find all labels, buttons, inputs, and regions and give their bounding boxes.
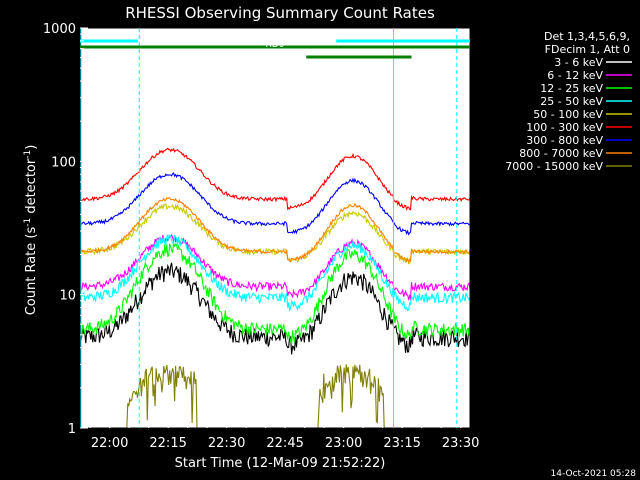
legend-header-0: Det 1,3,4,5,6,9, — [544, 30, 630, 43]
legend: Det 1,3,4,5,6,9,FDecim 1, Att 03 - 6 keV… — [505, 30, 632, 173]
series-line-7 — [79, 197, 471, 264]
flag-label-1: RD0 — [266, 40, 285, 50]
series-line-5 — [79, 147, 471, 212]
y-tick-label-2: 100 — [51, 155, 76, 170]
flag-label-0: N — [143, 38, 150, 48]
legend-label-1: 6 - 12 keV — [547, 69, 603, 82]
series-line-2 — [79, 242, 471, 344]
legend-label-8: 7000 - 15000 keV — [505, 160, 603, 173]
legend-label-5: 100 - 300 keV — [526, 121, 603, 134]
x-axis-label: Start Time (12-Mar-09 21:52:22) — [175, 456, 386, 471]
series-line-1 — [79, 233, 471, 302]
y-tick-label-3: 1000 — [43, 22, 76, 37]
x-tick-label-5: 23:15 — [383, 436, 420, 451]
plot-background — [80, 28, 470, 428]
legend-label-6: 300 - 800 keV — [526, 134, 603, 147]
x-tick-label-2: 22:30 — [208, 436, 245, 451]
plot-frame — [79, 27, 471, 429]
y-axis-label: Count Rate (s-1 detector-1) — [23, 145, 39, 316]
x-tick-label-6: 23:30 — [442, 436, 479, 451]
series-line-3 — [79, 233, 471, 312]
x-tick-label-0: 22:00 — [91, 436, 128, 451]
legend-label-7: 800 - 7000 keV — [519, 147, 603, 160]
series-line-6 — [79, 172, 471, 236]
y-tick-label-0: 1 — [68, 422, 76, 437]
x-tick-label-3: 22:45 — [266, 436, 303, 451]
flag-label-2: RD4 — [283, 54, 302, 64]
x-tick-label-4: 23:00 — [325, 436, 362, 451]
legend-label-2: 12 - 25 keV — [540, 82, 603, 95]
legend-header-1: FDecim 1, Att 0 — [545, 43, 630, 56]
legend-label-4: 50 - 100 keV — [533, 108, 603, 121]
plot-area: N RD0 RD4 1 10 100 1000 22:00 22:15 22:30 22:45 23:… — [43, 22, 479, 451]
series-line-0 — [79, 262, 471, 355]
y-tick-label-1: 10 — [59, 289, 76, 304]
chart-title: RHESSI Observing Summary Count Rates — [125, 4, 435, 22]
legend-label-0: 3 - 6 keV — [554, 56, 603, 69]
footer-date: 14-Oct-2021 05:28 — [551, 469, 637, 479]
x-tick-label-1: 22:15 — [149, 436, 186, 451]
legend-label-3: 25 - 50 keV — [540, 95, 603, 108]
